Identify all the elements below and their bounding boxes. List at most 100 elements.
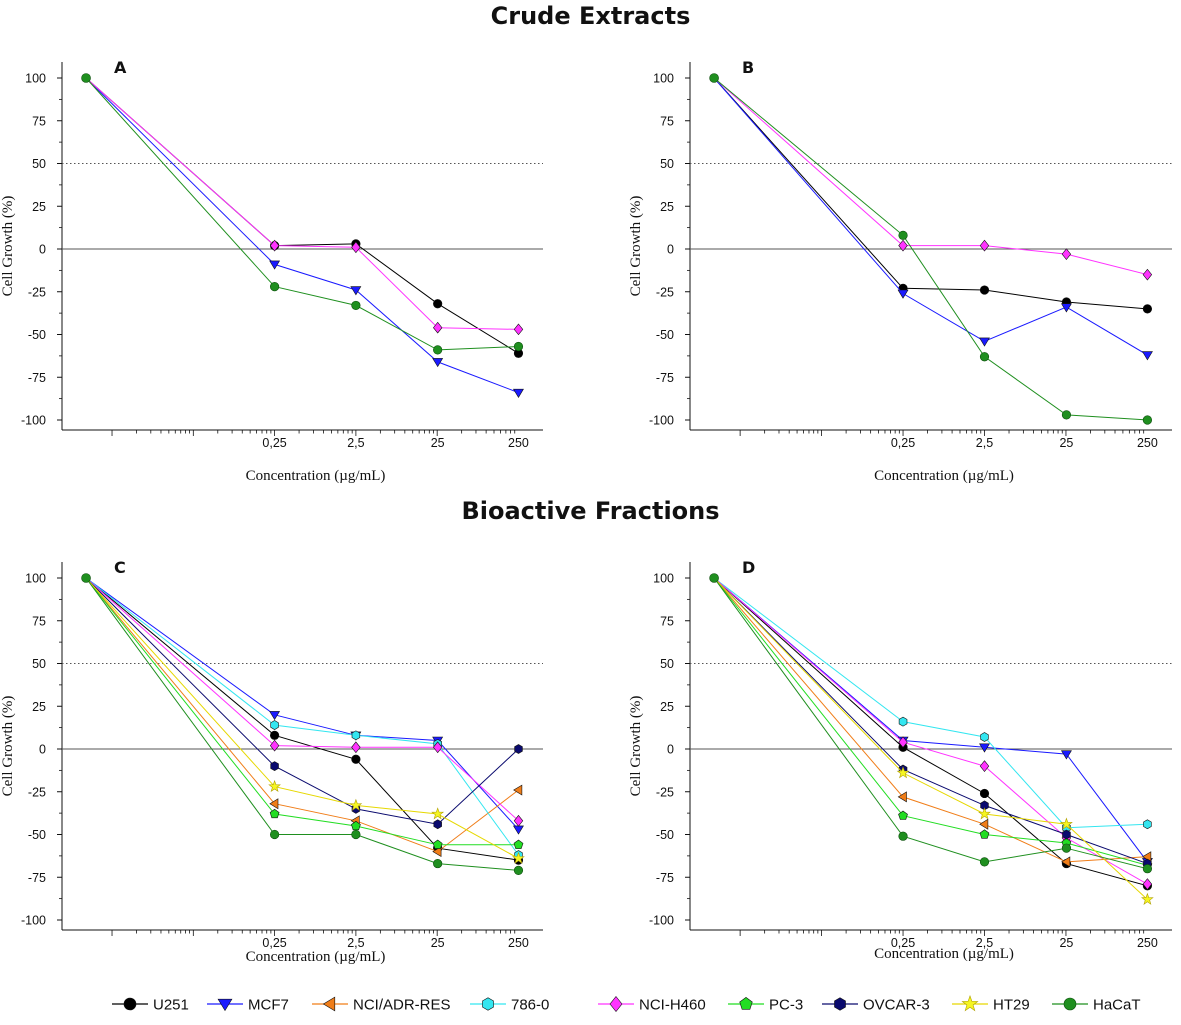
data-point-mcf7 xyxy=(1060,750,1072,760)
x-tick-label: 0,25 xyxy=(891,436,915,450)
y-axis-title: Cell Growth (%) xyxy=(628,196,644,297)
y-tick-label: -50 xyxy=(656,828,674,842)
series-nci-h460 xyxy=(85,77,524,336)
series-786-0 xyxy=(85,577,523,860)
y-tick-label: -100 xyxy=(649,414,674,428)
series-line-ovcar-3 xyxy=(713,577,1148,865)
legend-item-hacat: HaCaT xyxy=(1052,997,1141,1014)
data-point-mcf7 xyxy=(897,289,909,299)
data-point-nci-h460 xyxy=(513,814,524,827)
legend-label: NCI/ADR-RES xyxy=(353,997,451,1014)
data-point-ht29 xyxy=(896,766,910,779)
data-point-nci-adr-res xyxy=(432,846,442,858)
data-point-hacat xyxy=(1061,843,1072,853)
y-tick-label: 25 xyxy=(32,200,46,214)
x-tick-label: 25 xyxy=(431,436,445,450)
y-tick-label: -75 xyxy=(28,871,46,885)
data-point-pc-3 xyxy=(898,810,908,820)
y-tick-label: 50 xyxy=(660,657,674,671)
x-tick-label: 2,5 xyxy=(347,936,364,950)
x-axis-title: Concentration (µg/mL) xyxy=(246,949,386,965)
series-ht29 xyxy=(85,577,525,864)
y-tick-label: 75 xyxy=(660,614,674,628)
series-ht29 xyxy=(713,577,1154,905)
series-line-u251 xyxy=(713,77,1148,310)
series-nci-adr-res xyxy=(713,577,1152,868)
x-axis-title: Concentration (µg/mL) xyxy=(246,468,386,484)
data-point-hacat xyxy=(898,831,908,841)
series-pc-3 xyxy=(713,577,1153,870)
x-tick-label: 2,5 xyxy=(976,436,993,450)
legend-marker xyxy=(217,998,233,1012)
data-point-pc-3 xyxy=(432,839,443,849)
series-line-mcf7 xyxy=(713,77,1148,356)
series-hacat xyxy=(85,77,524,355)
x-tick-label: 25 xyxy=(431,936,445,950)
series-line-hacat xyxy=(85,77,519,351)
y-axis-title: Cell Growth (%) xyxy=(628,696,644,797)
legend-label: HaCaT xyxy=(1093,997,1141,1014)
data-point-nci-adr-res xyxy=(269,798,279,810)
data-point-u251 xyxy=(979,788,990,799)
series-line-ht29 xyxy=(85,577,519,859)
series-line-786-0 xyxy=(713,577,1148,829)
series-line-nci-h460 xyxy=(85,77,519,330)
y-tick-label: -25 xyxy=(28,285,46,299)
x-tick-label: 250 xyxy=(508,436,529,450)
y-tick-label: 0 xyxy=(39,743,46,757)
data-point-hacat xyxy=(513,865,524,876)
x-tick-label: 25 xyxy=(1059,936,1073,950)
data-point-hacat xyxy=(351,829,361,840)
legend-marker xyxy=(482,997,494,1011)
legend-item-ht29: HT29 xyxy=(952,994,1030,1014)
data-point-ht29 xyxy=(978,807,991,820)
data-point-u251 xyxy=(270,730,280,740)
data-point-hacat xyxy=(433,858,443,869)
data-point-nci-h460 xyxy=(979,760,990,772)
legend-label: NCI-H460 xyxy=(639,997,706,1014)
series-line-nci-adr-res xyxy=(85,577,519,853)
data-point-u251 xyxy=(351,754,361,764)
data-point-nci-h460 xyxy=(513,323,524,336)
data-point-mcf7 xyxy=(1060,303,1072,313)
panel-c-letter: C xyxy=(114,558,126,577)
y-tick-label: 75 xyxy=(660,114,674,128)
data-point-nci-h460 xyxy=(351,241,361,254)
data-point-pc-3 xyxy=(513,839,524,849)
y-tick-label: 50 xyxy=(32,657,46,671)
y-tick-label: -50 xyxy=(28,328,46,342)
series-ovcar-3 xyxy=(713,577,1152,869)
data-point-u251 xyxy=(979,285,990,295)
data-point-hacat xyxy=(1061,410,1072,420)
y-tick-label: 100 xyxy=(653,72,674,86)
series-line-hacat xyxy=(85,577,519,871)
y-tick-label: -25 xyxy=(656,785,674,799)
data-point-hacat xyxy=(1142,415,1153,425)
legend-item-nci-h460: NCI-H460 xyxy=(598,996,706,1014)
series-line-nci-h460 xyxy=(85,577,519,822)
data-point-ht29 xyxy=(349,798,363,811)
y-tick-label: 0 xyxy=(39,243,46,257)
series-pc-3 xyxy=(85,577,524,849)
series-mcf7 xyxy=(713,77,1153,361)
data-point-hacat xyxy=(979,352,990,362)
data-point-nci-h460 xyxy=(1061,248,1072,260)
data-point-ovcar-3 xyxy=(433,819,442,830)
legend-item-mcf7: MCF7 xyxy=(207,997,289,1014)
series-u251 xyxy=(85,77,524,358)
data-point-nci-adr-res xyxy=(1061,856,1071,868)
legend-marker xyxy=(609,996,623,1012)
legend-marker xyxy=(834,997,846,1011)
series-ovcar-3 xyxy=(85,577,523,830)
data-point-mcf7 xyxy=(1141,351,1153,361)
data-point-mcf7 xyxy=(269,260,281,270)
y-tick-label: 100 xyxy=(653,572,674,586)
data-point-pc-3 xyxy=(351,820,361,831)
panel-b-letter: B xyxy=(742,58,754,77)
y-tick-label: 25 xyxy=(660,700,674,714)
series-hacat xyxy=(713,577,1153,874)
legend-item-u251: U251 xyxy=(112,997,189,1014)
